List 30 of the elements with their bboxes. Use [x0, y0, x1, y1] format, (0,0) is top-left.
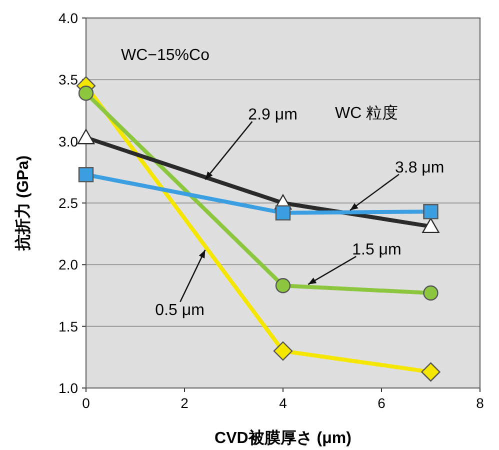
point: [423, 285, 438, 301]
y-tick-label: 1.5: [58, 318, 78, 334]
point: [78, 167, 94, 182]
annotation: 2.9 μm: [248, 106, 298, 124]
y-tick-label: 3.5: [58, 72, 78, 88]
y-axis-title: 抗折力 (GPa): [14, 155, 32, 252]
y-tick-label: 2.0: [58, 256, 78, 273]
y-tick-label: 3.0: [58, 133, 78, 150]
point: [422, 218, 440, 234]
annotation: 0.5 μm: [155, 302, 204, 319]
x-tick-label: 0: [82, 395, 90, 411]
x-tick-label: 8: [476, 395, 484, 411]
x-tick-label: 2: [180, 395, 189, 411]
annotation: 3.8 μm: [394, 159, 444, 176]
point: [275, 205, 291, 220]
annotation: 1.5 μm: [352, 241, 402, 258]
annotation: WC−15%Co: [121, 47, 210, 64]
x-axis-title: CVD被膜厚さ (μm): [214, 429, 352, 447]
point: [78, 86, 94, 101]
point: [423, 204, 438, 220]
y-tick-label: 2.5: [58, 195, 78, 211]
point: [77, 129, 95, 144]
y-tick-label: 4.0: [58, 10, 78, 26]
point: [421, 362, 440, 382]
x-tick-label: 4: [279, 395, 288, 411]
point: [273, 341, 293, 361]
x-tick-label: 6: [378, 395, 386, 411]
point: [275, 278, 291, 294]
annotation: WC 粒度: [335, 104, 398, 122]
y-tick-label: 1.0: [58, 380, 78, 396]
